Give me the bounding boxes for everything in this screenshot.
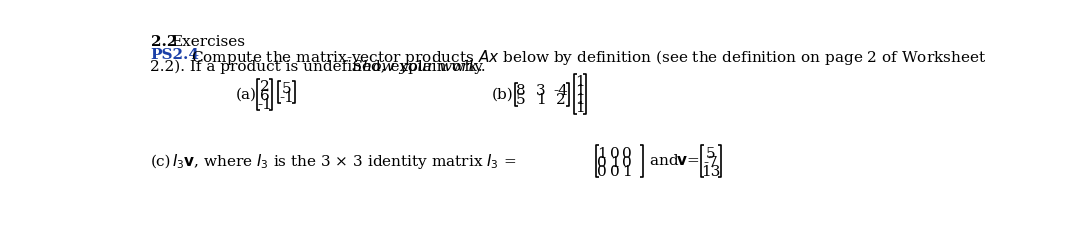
Text: Compute the matrix-vector products $Ax$ below by definition (see the definition : Compute the matrix-vector products $Ax$ … [191, 48, 986, 67]
Text: 2: 2 [259, 80, 269, 94]
Text: 1: 1 [575, 93, 584, 107]
Text: 2.2: 2.2 [150, 35, 177, 49]
Text: -7: -7 [703, 156, 718, 170]
Text: 0: 0 [610, 147, 620, 161]
Text: $\mathbf{v}$: $\mathbf{v}$ [676, 154, 688, 168]
Text: 0: 0 [622, 156, 632, 170]
Text: 1: 1 [575, 75, 584, 89]
Text: Exercises: Exercises [172, 35, 245, 49]
Text: $I_3\mathbf{v}$, where $I_3$ is the 3 × 3 identity matrix $I_3$ =: $I_3\mathbf{v}$, where $I_3$ is the 3 × … [172, 152, 516, 171]
Text: 8: 8 [516, 84, 526, 98]
Text: 5: 5 [516, 94, 526, 108]
Text: 1: 1 [597, 147, 607, 161]
Text: PS2.4: PS2.4 [150, 48, 200, 62]
Text: and: and [650, 154, 684, 168]
Text: 1: 1 [537, 94, 546, 108]
Text: (a): (a) [235, 87, 257, 101]
Text: 13: 13 [701, 165, 720, 179]
Text: 3: 3 [537, 84, 545, 98]
Text: 5: 5 [706, 147, 716, 161]
Text: 1: 1 [575, 101, 584, 115]
Text: Show your work.: Show your work. [352, 60, 483, 74]
Text: 0: 0 [622, 147, 632, 161]
Text: -1: -1 [257, 98, 272, 112]
Text: 0: 0 [610, 165, 620, 179]
Text: -1: -1 [280, 91, 295, 105]
Text: 0: 0 [597, 165, 607, 179]
Text: 2.2). If a product is undefined, explain why.: 2.2). If a product is undefined, explain… [150, 60, 496, 74]
Text: 5: 5 [282, 82, 292, 96]
Text: 1: 1 [622, 165, 632, 179]
Text: 6: 6 [259, 89, 269, 103]
Text: (c): (c) [150, 154, 171, 168]
Text: -4: -4 [554, 84, 569, 98]
Text: 1: 1 [575, 84, 584, 98]
Text: (b): (b) [491, 87, 513, 101]
Text: 0: 0 [597, 156, 607, 170]
Text: 2: 2 [556, 94, 566, 108]
Text: =: = [687, 154, 700, 168]
Text: 1: 1 [610, 156, 620, 170]
